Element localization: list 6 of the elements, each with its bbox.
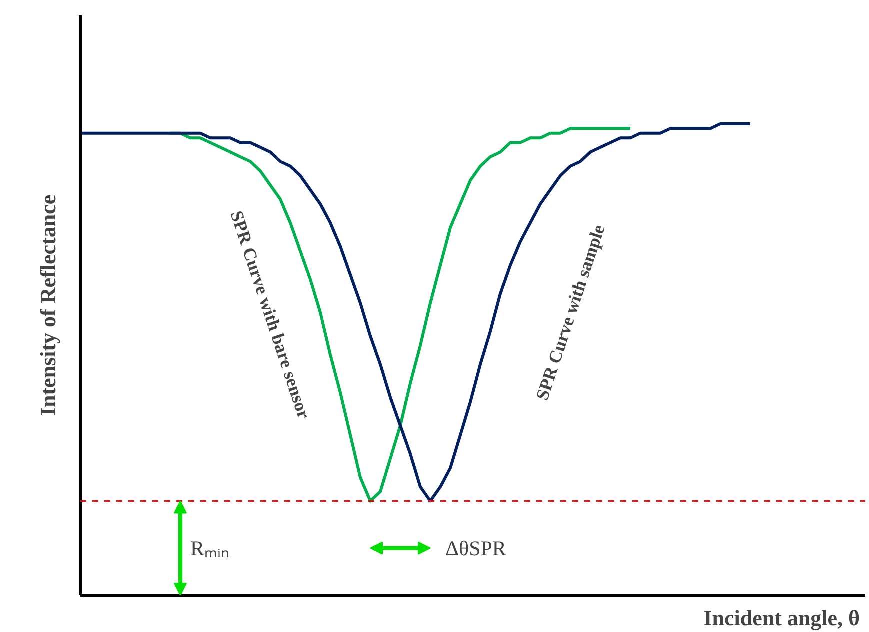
x-axis-title: Incident angle, θ	[704, 606, 860, 630]
annotation: Rₘᵢₙ	[190, 536, 229, 560]
text: SPR Curve with bare sensor	[226, 208, 314, 422]
y-axis-title: Intensity of Reflectance	[36, 194, 60, 416]
text: SPR Curve with sample	[532, 222, 609, 403]
annotation: ΔθSPR	[446, 536, 506, 560]
